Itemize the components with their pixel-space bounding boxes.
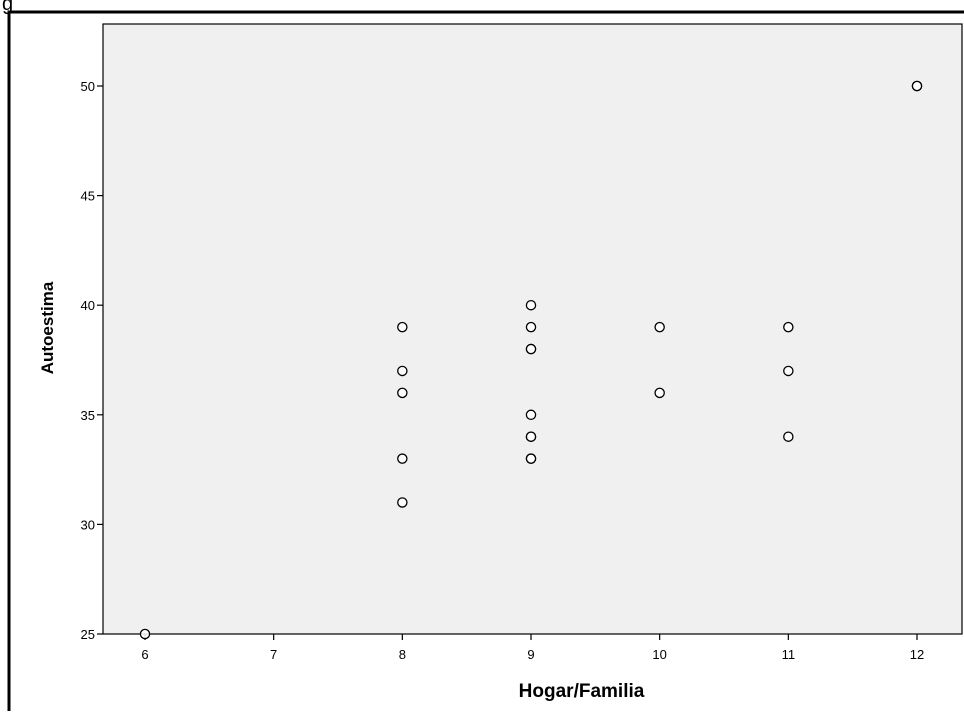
y-tick-label: 35 (81, 408, 95, 423)
data-point (525, 453, 537, 464)
x-tick-label: 7 (270, 647, 277, 662)
y-axis: 25 30 35 40 45 50 (81, 79, 103, 642)
y-tick-label: 45 (81, 189, 95, 204)
x-tick-label: 8 (399, 647, 406, 662)
data-point (397, 321, 408, 333)
data-point (783, 321, 794, 333)
x-tick-label: 10 (652, 647, 666, 662)
x-tick-label: 11 (782, 647, 796, 662)
data-point (654, 321, 665, 333)
data-points (139, 80, 923, 640)
y-tick-label: 30 (81, 517, 95, 532)
data-point (783, 365, 794, 377)
data-point (911, 80, 923, 92)
y-tick-label: 50 (81, 79, 95, 94)
data-point (397, 365, 408, 377)
data-point (397, 387, 408, 399)
x-tick-label: 12 (910, 647, 924, 662)
x-tick-label: 6 (141, 647, 148, 662)
data-point (525, 409, 537, 421)
y-axis-label: Autoestima (38, 281, 57, 374)
data-point (525, 431, 537, 442)
data-point (397, 497, 408, 508)
x-tick-label: 9 (527, 647, 534, 662)
data-point (139, 628, 151, 640)
data-point (525, 343, 537, 355)
data-point (525, 321, 537, 333)
figure-caption: g (2, 0, 14, 15)
data-point (397, 453, 408, 464)
data-point (654, 387, 665, 399)
x-axis-label: Hogar/Familia (519, 681, 645, 702)
data-point (525, 299, 537, 311)
y-tick-label: 25 (81, 627, 95, 642)
data-point (783, 431, 794, 442)
y-tick-label: 40 (81, 298, 95, 313)
